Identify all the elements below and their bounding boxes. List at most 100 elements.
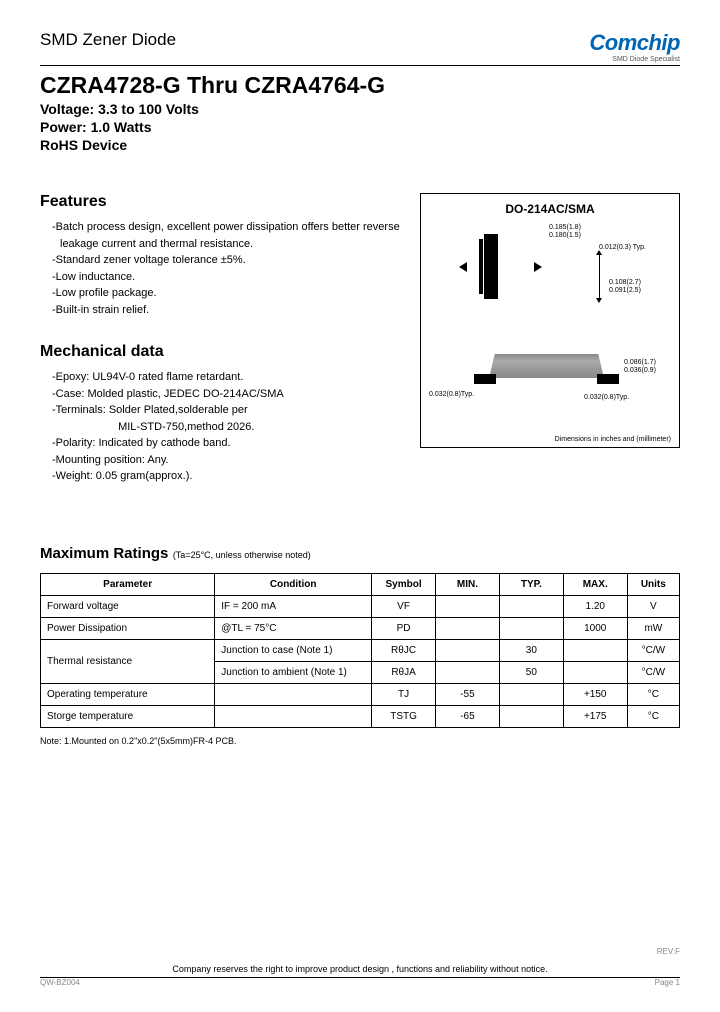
cell-param: Thermal resistance — [41, 639, 215, 683]
ratings-body: Forward voltageIF = 200 mAVF 1.20V Power D… — [41, 595, 680, 727]
cell-param: Storge temperature — [41, 705, 215, 727]
feature-item: -Low profile package. — [60, 285, 400, 302]
cell-max — [563, 639, 627, 661]
cell-typ — [499, 595, 563, 617]
col-units: Units — [627, 573, 679, 595]
dimension-label: 0.012(0.3) Typ. — [599, 244, 646, 251]
dimension-label: 0.086(1.7)0.036(0.9) — [624, 359, 656, 374]
cell-max: 1000 — [563, 617, 627, 639]
product-type: SMD Zener Diode — [40, 30, 176, 50]
cell-units: °C — [627, 705, 679, 727]
voltage-spec: Voltage: 3.3 to 100 Volts — [40, 101, 680, 117]
cell-units: mW — [627, 617, 679, 639]
cell-typ: 30 — [499, 639, 563, 661]
cell-min — [436, 639, 500, 661]
cell-param: Power Dissipation — [41, 617, 215, 639]
arrow-vertical-icon — [599, 254, 600, 299]
dimension-label: 0.185(1.8)0.180(1.5) — [549, 224, 581, 239]
cell-typ — [499, 683, 563, 705]
arrow-left-icon — [459, 262, 467, 272]
table-note: Note: 1.Mounted on 0.2"x0.2"(5x5mm)FR-4 … — [40, 736, 680, 746]
footer-meta: QW-BZ004 REV:F Page 1 — [40, 978, 680, 987]
cell-min: -55 — [436, 683, 500, 705]
title-block: CZRA4728-G Thru CZRA4764-G Voltage: 3.3 … — [40, 72, 680, 153]
pkg-body — [489, 354, 604, 378]
package-drawing: 0.185(1.8)0.180(1.5) 0.012(0.3) Typ. 0.1… — [429, 224, 671, 419]
footer: Company reserves the right to improve pr… — [40, 961, 680, 987]
pkg-foot — [474, 374, 496, 384]
col-min: MIN. — [436, 573, 500, 595]
mechanical-section: Mechanical data -Epoxy: UL94V-0 rated fl… — [40, 343, 400, 485]
mech-item: -Case: Molded plastic, JEDEC DO-214AC/SM… — [60, 386, 400, 403]
cell-param: Forward voltage — [41, 595, 215, 617]
pkg-top-view — [484, 234, 498, 299]
table-row: Storge temperatureTSTG-65+175°C — [41, 705, 680, 727]
features-list: -Batch process design, excellent power d… — [40, 219, 400, 318]
col-max: MAX. — [563, 573, 627, 595]
cell-sym: TJ — [372, 683, 436, 705]
content-columns: Features -Batch process design, excellen… — [40, 193, 680, 485]
ratings-section: Maximum Ratings (Ta=25°C, unless otherwi… — [40, 545, 680, 746]
cell-typ — [499, 617, 563, 639]
table-row: Thermal resistanceJunction to case (Note… — [41, 639, 680, 661]
pkg-foot — [597, 374, 619, 384]
feature-item: -Batch process design, excellent power d… — [60, 219, 400, 252]
cell-units: °C/W — [627, 639, 679, 661]
ratings-heading: Maximum Ratings — [40, 545, 168, 562]
cell-param: Operating temperature — [41, 683, 215, 705]
doc-id: QW-BZ004 — [40, 978, 80, 987]
cell-cond: Junction to case (Note 1) — [215, 639, 372, 661]
cell-min — [436, 617, 500, 639]
cell-max: 1.20 — [563, 595, 627, 617]
dimension-label: 0.032(0.8)Typ. — [584, 394, 629, 401]
logo-subtitle: SMD Diode Specialist — [589, 56, 680, 63]
cell-min: -65 — [436, 705, 500, 727]
logo-text: Comchip — [589, 30, 680, 56]
logo: Comchip SMD Diode Specialist — [589, 30, 680, 63]
rev-label: REV:F — [657, 947, 680, 956]
ratings-table: Parameter Condition Symbol MIN. TYP. MAX… — [40, 573, 680, 728]
mech-item: -Mounting position: Any. — [60, 452, 400, 469]
footer-disclaimer: Company reserves the right to improve pr… — [40, 961, 680, 977]
cell-sym: PD — [372, 617, 436, 639]
cell-min — [436, 661, 500, 683]
table-row: Forward voltageIF = 200 mAVF 1.20V — [41, 595, 680, 617]
power-spec: Power: 1.0 Watts — [40, 119, 680, 135]
dimension-label: 0.108(2.7)0.091(2.5) — [609, 279, 641, 294]
ratings-condition: (Ta=25°C, unless otherwise noted) — [173, 550, 311, 560]
mech-item: -Weight: 0.05 gram(approx.). — [60, 468, 400, 485]
cell-sym: VF — [372, 595, 436, 617]
mechanical-heading: Mechanical data — [40, 343, 400, 361]
cell-units: °C/W — [627, 661, 679, 683]
cell-cond — [215, 705, 372, 727]
feature-item: -Built-in strain relief. — [60, 302, 400, 319]
right-column: DO-214AC/SMA 0.185(1.8)0.180(1.5) 0.012(… — [420, 193, 680, 485]
rohs-label: RoHS Device — [40, 137, 680, 153]
mechanical-list: -Epoxy: UL94V-0 rated flame retardant. -… — [40, 369, 400, 485]
pkg-side-view — [474, 354, 619, 386]
page-number: Page 1 — [655, 978, 680, 987]
cell-units: V — [627, 595, 679, 617]
left-column: Features -Batch process design, excellen… — [40, 193, 400, 485]
dimension-label: 0.032(0.8)Typ. — [429, 391, 474, 398]
cell-min — [436, 595, 500, 617]
header: SMD Zener Diode Comchip SMD Diode Specia… — [40, 30, 680, 66]
cell-max — [563, 661, 627, 683]
feature-item: -Standard zener voltage tolerance ±5%. — [60, 252, 400, 269]
cell-cond: IF = 200 mA — [215, 595, 372, 617]
package-diagram: DO-214AC/SMA 0.185(1.8)0.180(1.5) 0.012(… — [420, 193, 680, 448]
cell-cond: @TL = 75°C — [215, 617, 372, 639]
package-note: Dimensions in inches and (millimeter) — [555, 436, 671, 443]
cell-sym: RθJC — [372, 639, 436, 661]
mech-item: -Epoxy: UL94V-0 rated flame retardant. — [60, 369, 400, 386]
table-row: Operating temperatureTJ-55+150°C — [41, 683, 680, 705]
col-symbol: Symbol — [372, 573, 436, 595]
col-typ: TYP. — [499, 573, 563, 595]
mech-item: -Polarity: Indicated by cathode band. — [60, 435, 400, 452]
cell-sym: TSTG — [372, 705, 436, 727]
cell-cond — [215, 683, 372, 705]
part-number: CZRA4728-G Thru CZRA4764-G — [40, 72, 680, 99]
col-condition: Condition — [215, 573, 372, 595]
cell-typ: 50 — [499, 661, 563, 683]
package-title: DO-214AC/SMA — [429, 202, 671, 216]
